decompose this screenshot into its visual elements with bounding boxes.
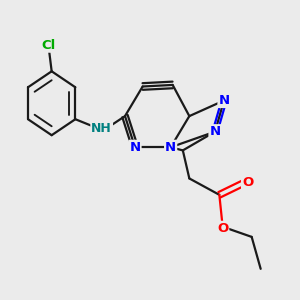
Text: O: O [217, 222, 228, 235]
Text: O: O [242, 176, 253, 189]
Text: N: N [218, 94, 230, 107]
Text: N: N [165, 141, 176, 154]
Text: NH: NH [91, 122, 112, 135]
Text: N: N [209, 125, 220, 138]
Text: N: N [129, 141, 141, 154]
Text: Cl: Cl [42, 39, 56, 52]
